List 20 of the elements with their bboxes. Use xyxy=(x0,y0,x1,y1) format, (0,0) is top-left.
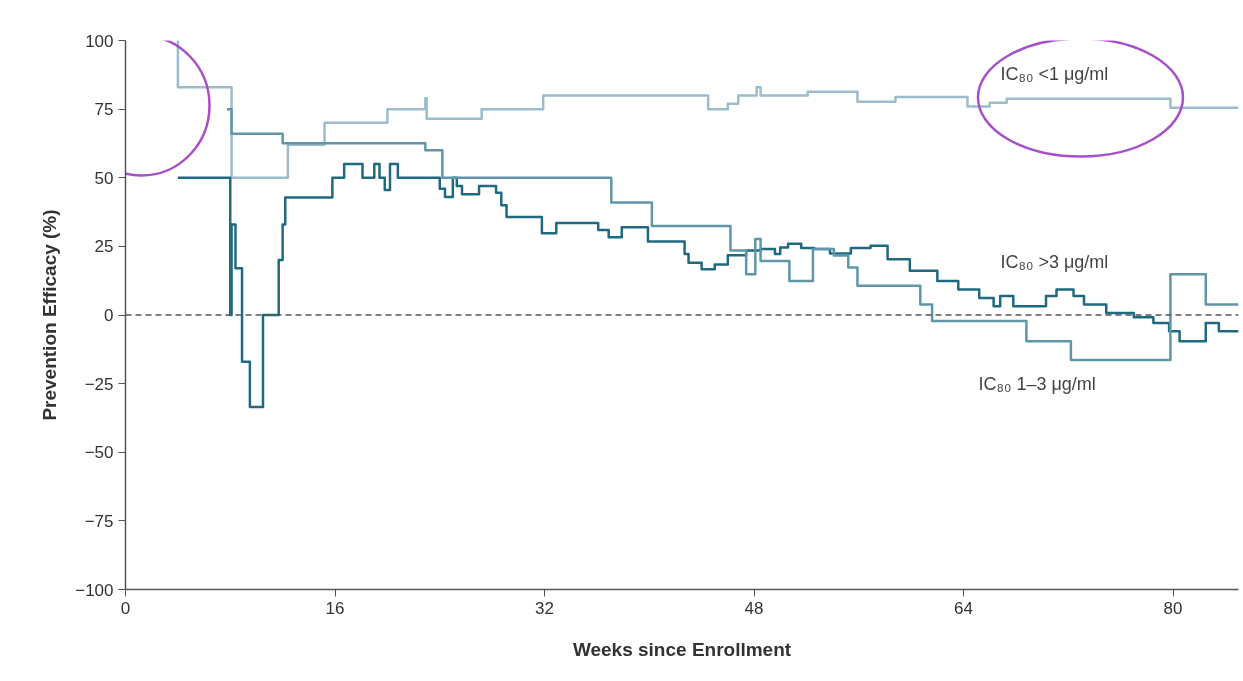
y-tick-label: −25 xyxy=(84,374,114,394)
x-tick-label: 64 xyxy=(954,598,973,618)
x-tick-label: 16 xyxy=(325,598,345,618)
x-tick-label: 32 xyxy=(535,598,554,618)
series-label: IC₈₀ >3 μg/ml xyxy=(1000,251,1109,272)
y-tick-label: 25 xyxy=(94,237,114,257)
series-label: IC₈₀ 1–3 μg/ml xyxy=(978,373,1096,394)
series-label: IC₈₀ <1 μg/ml xyxy=(1000,63,1109,84)
x-axis-title: Weeks since Enrollment xyxy=(572,638,792,660)
y-tick-label: 0 xyxy=(104,306,114,325)
y-tick-label: −50 xyxy=(84,443,114,463)
x-tick-label: 80 xyxy=(1163,598,1183,618)
y-tick-label: 100 xyxy=(85,31,114,51)
x-tick-label: 48 xyxy=(744,598,764,618)
y-tick-label: −75 xyxy=(84,511,114,531)
x-tick-label: 0 xyxy=(120,598,131,618)
y-tick-label: 75 xyxy=(94,100,114,120)
y-tick-label: −100 xyxy=(75,580,114,600)
y-tick-label: 50 xyxy=(94,168,114,188)
y-axis-title: Prevention Efficacy (%) xyxy=(39,209,61,421)
